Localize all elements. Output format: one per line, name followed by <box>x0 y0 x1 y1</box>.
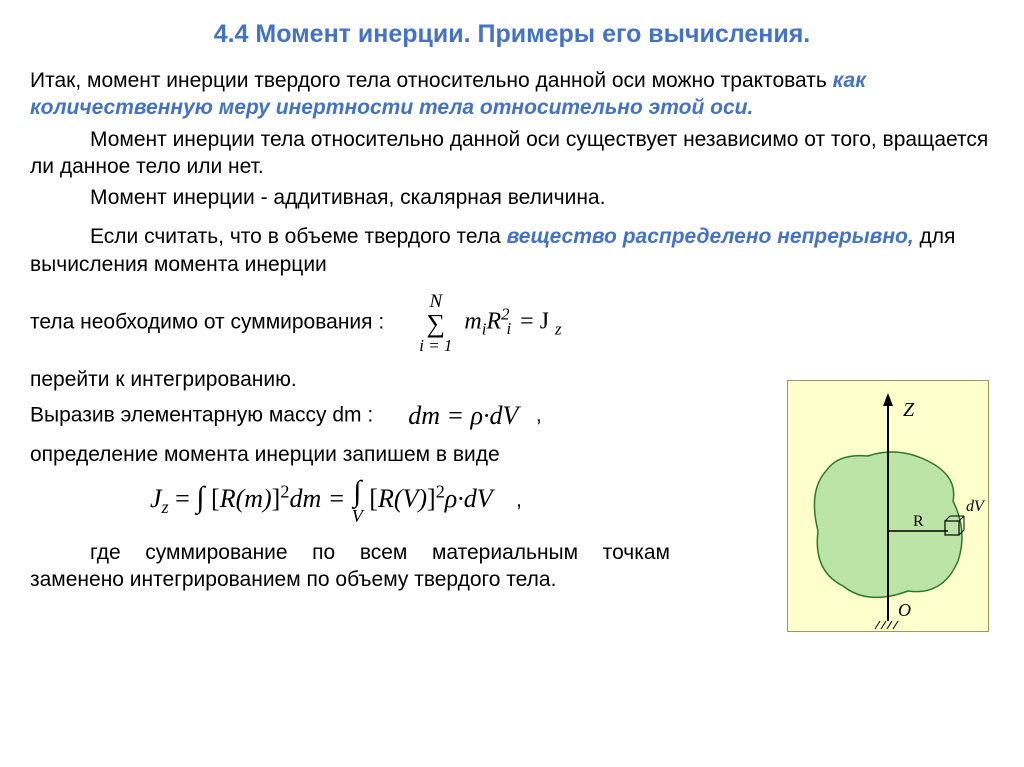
paragraph-1: Итак, момент инерции твердого тела относ… <box>30 67 994 122</box>
section-title: 4.4 Момент инерции. Примеры его вычислен… <box>30 20 994 49</box>
dv-label: dV <box>966 498 986 515</box>
figure-volume-element: Z O R dV <box>787 380 989 632</box>
sum-bot: i = 1 <box>419 337 452 354</box>
o-label: O <box>898 600 911 620</box>
p4-text-a: Если считать, что в объеме твердого тела <box>90 225 507 248</box>
sum-Ri: i <box>507 319 512 338</box>
line5-text: тела необходимо от суммирования : <box>30 311 384 334</box>
paragraph-9: где суммирование по всем материальным то… <box>30 539 670 594</box>
Jz: z <box>162 497 169 517</box>
hatch3 <box>887 621 892 629</box>
dm-part: dm = <box>289 484 351 513</box>
comma-1: , <box>536 404 542 427</box>
hatch2 <box>881 621 886 629</box>
hatch4 <box>893 621 898 629</box>
hatch1 <box>875 621 880 629</box>
int1: ∫ <box>196 481 204 514</box>
figure-svg: Z O R dV <box>788 381 988 631</box>
sum-m: m <box>464 309 481 335</box>
int-V: V <box>352 507 363 525</box>
z-arrowhead <box>883 393 893 406</box>
J: J <box>150 484 162 513</box>
sum-stack: N ∑ i = 1 <box>419 292 452 354</box>
sum-sigma: ∑ <box>427 311 446 337</box>
int2: ∫ <box>353 477 361 507</box>
Rm: R(m) <box>220 484 272 513</box>
formula-dm: dm = ρ·dV <box>408 401 518 431</box>
row-summation: тела необходимо от суммирования : N ∑ i … <box>30 292 994 354</box>
eq1: = <box>175 484 196 513</box>
r-label: R <box>913 513 924 530</box>
p1-text: Итак, момент инерции твердого тела относ… <box>30 69 833 92</box>
sum-R: R <box>486 309 501 335</box>
paragraph-4: Если считать, что в объеме твердого тела… <box>30 223 994 278</box>
paragraph-3: Момент инерции - аддитивная, скалярная в… <box>30 184 994 211</box>
formula-J: Jz = ∫ [R(m)]2dm = ∫ V [R(V)]2ρ·dV <box>150 477 493 525</box>
z-label: Z <box>903 399 915 421</box>
sum-Jz: z <box>555 319 562 338</box>
p4-emphasis: вещество распределено непрерывно, <box>507 225 914 248</box>
line7-text: Выразив элементарную массу dm : <box>30 404 373 427</box>
int-stack: ∫ V <box>352 477 363 525</box>
formula-sum: N ∑ i = 1 miR2i = J z <box>419 292 561 354</box>
rho-dV: ρ·dV <box>445 484 493 513</box>
sum-eq: = J <box>520 309 549 335</box>
Rv: R(V) <box>378 484 427 513</box>
paragraph-2: Момент инерции тела относительно данной … <box>30 126 994 181</box>
comma-2: , <box>516 488 522 511</box>
